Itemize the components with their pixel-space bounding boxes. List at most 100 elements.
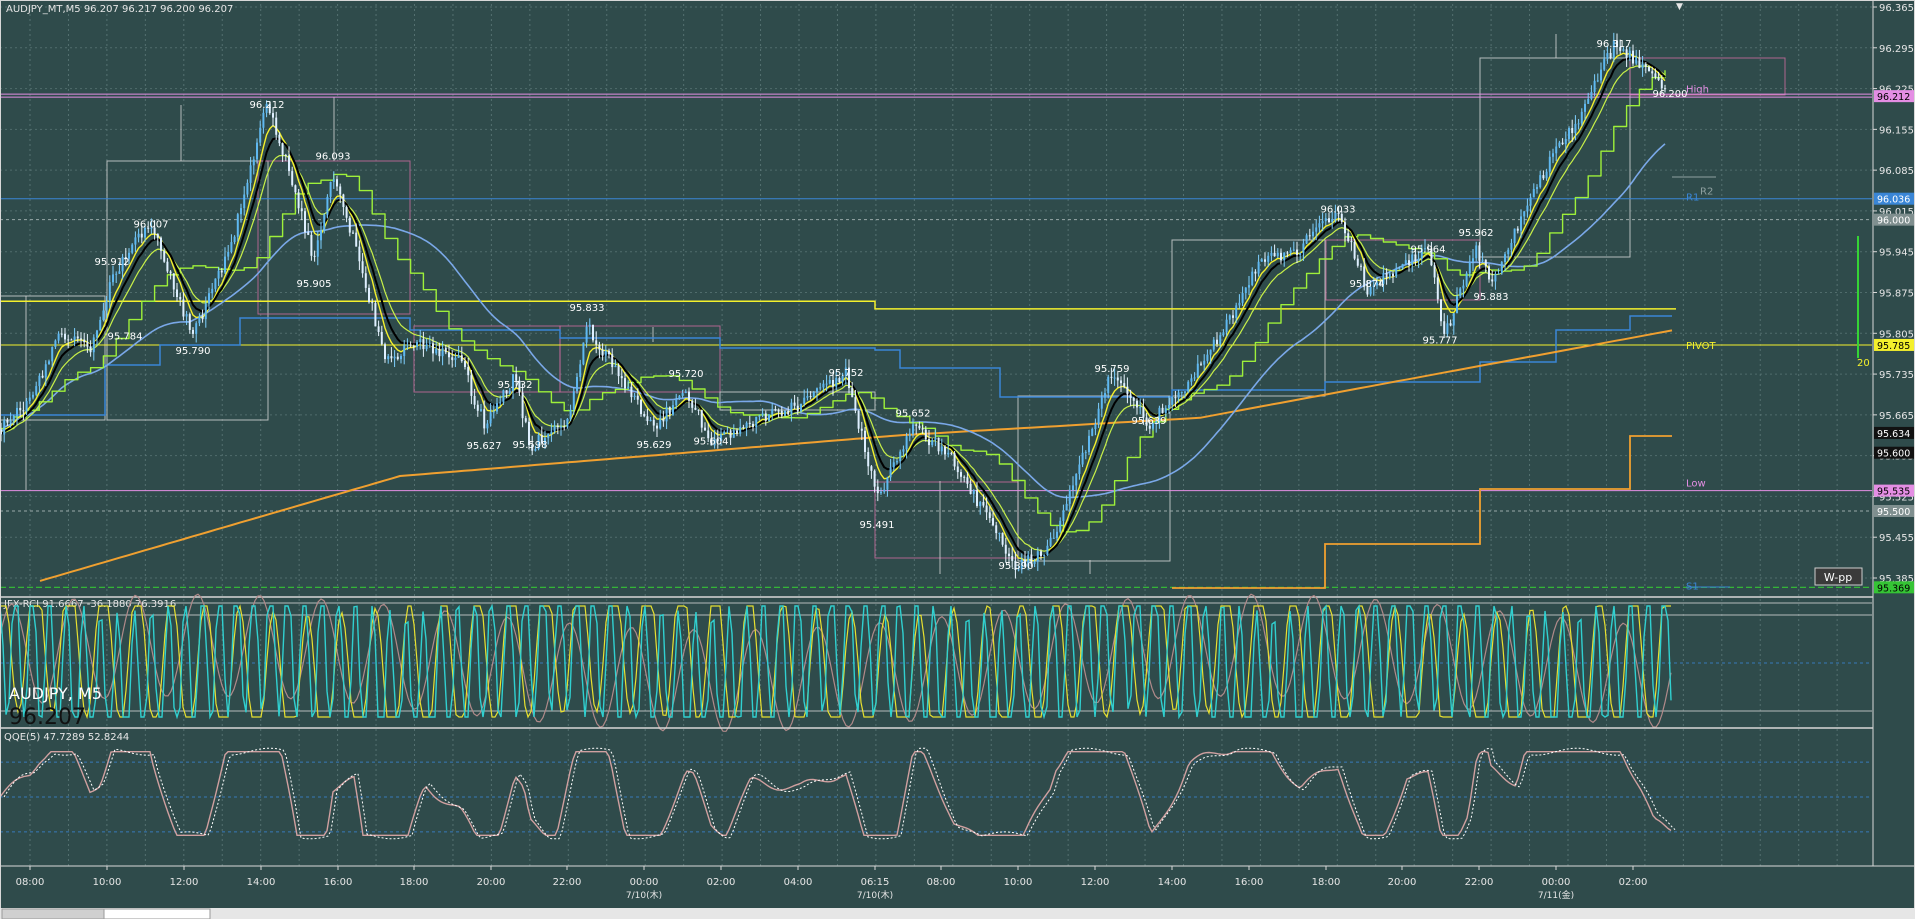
candle-body bbox=[899, 451, 902, 462]
candle-body bbox=[1417, 258, 1420, 262]
candle-body bbox=[35, 386, 38, 395]
time-tick-label: 22:00 bbox=[553, 877, 582, 888]
candle-body bbox=[1296, 249, 1298, 255]
candle-body bbox=[249, 165, 252, 183]
candle-body bbox=[1299, 253, 1302, 255]
candle-body bbox=[3, 419, 6, 435]
candle-body bbox=[198, 316, 201, 324]
candle-body bbox=[284, 154, 287, 156]
candle-body bbox=[278, 134, 281, 144]
candle-body bbox=[742, 426, 745, 429]
candle-body bbox=[1414, 254, 1417, 262]
candle-body bbox=[214, 278, 217, 289]
candle-body bbox=[1068, 490, 1071, 504]
candle-body bbox=[140, 233, 143, 238]
tab-strip[interactable] bbox=[0, 908, 1915, 919]
candle-body bbox=[1014, 560, 1017, 570]
candle-body bbox=[1331, 219, 1334, 223]
candle-body bbox=[358, 246, 361, 262]
candle-body bbox=[406, 344, 409, 346]
candle-body bbox=[928, 439, 930, 446]
chart-info-header: AUDJPY_MT,M5 96.207 96.217 96.200 96.207 bbox=[6, 4, 233, 15]
candle-body bbox=[524, 418, 527, 422]
candle-body bbox=[768, 414, 770, 421]
candle-body bbox=[1427, 248, 1430, 250]
price-tick-label: 96.085 bbox=[1879, 166, 1914, 177]
candle-body bbox=[1113, 377, 1116, 379]
candle-body bbox=[169, 271, 172, 274]
candle-body bbox=[1641, 64, 1644, 68]
candle-body bbox=[643, 413, 646, 417]
candle-body bbox=[755, 416, 758, 428]
candle-body bbox=[1177, 392, 1180, 398]
candle-body bbox=[822, 383, 825, 388]
candle-body bbox=[1612, 40, 1615, 59]
candle-body bbox=[371, 302, 374, 304]
candle-body bbox=[1193, 377, 1196, 379]
candle-body bbox=[1372, 285, 1375, 287]
qqe-panel[interactable]: QQE(5) 47.7289 52.82448570503015 bbox=[0, 727, 1915, 865]
candle-body bbox=[992, 518, 994, 526]
qqe-main-line bbox=[0, 751, 1672, 836]
candle-body bbox=[342, 194, 345, 207]
candle-body bbox=[1456, 296, 1458, 314]
price-tick-label: 95.455 bbox=[1879, 533, 1914, 544]
time-tick-label: 08:00 bbox=[927, 877, 956, 888]
candle-body bbox=[1344, 222, 1346, 234]
candle-body bbox=[1232, 315, 1234, 318]
chart-tab-active[interactable] bbox=[103, 908, 211, 919]
candle-body bbox=[294, 185, 297, 193]
price-tag bbox=[1874, 504, 1914, 517]
candle-body bbox=[998, 532, 1001, 534]
candle-body bbox=[982, 501, 985, 506]
candle-body bbox=[444, 348, 447, 353]
candle-body bbox=[672, 405, 674, 415]
candle-body bbox=[1468, 261, 1471, 274]
price-peak-label: 95.964 bbox=[1411, 245, 1446, 256]
chart-tab[interactable] bbox=[1, 908, 105, 919]
candle-body bbox=[560, 426, 562, 428]
candle-body bbox=[611, 354, 614, 368]
candle-body bbox=[508, 390, 511, 394]
candle-body bbox=[1392, 273, 1394, 277]
time-tick-label: 20:00 bbox=[1388, 877, 1417, 888]
candle-body bbox=[224, 256, 226, 273]
price-candles[interactable] bbox=[0, 32, 1666, 579]
candle-body bbox=[1504, 254, 1506, 263]
candle-body bbox=[236, 214, 239, 237]
candle-body bbox=[390, 356, 393, 359]
shift-marker-icon[interactable]: ▼ bbox=[1676, 2, 1683, 12]
rci-panel[interactable]: JFX-RCI 91.6667 -36.1880 76.391610080.00… bbox=[0, 593, 1915, 732]
candle-body bbox=[1148, 425, 1151, 429]
candle-body bbox=[310, 234, 313, 256]
candle-body bbox=[486, 423, 489, 429]
pivot-label-high: High bbox=[1686, 85, 1709, 96]
candle-body bbox=[1251, 271, 1254, 286]
candle-body bbox=[883, 489, 886, 492]
candle-body bbox=[460, 355, 463, 362]
price-tag-label: 95.369 bbox=[1877, 583, 1910, 594]
price-tag bbox=[1874, 484, 1914, 497]
candle-body bbox=[841, 375, 844, 383]
candle-body bbox=[67, 339, 70, 341]
candle-body bbox=[233, 236, 236, 243]
price-tag bbox=[1874, 426, 1914, 439]
wpp-button[interactable] bbox=[1814, 567, 1863, 586]
price-tick-label: 95.735 bbox=[1879, 370, 1914, 381]
candle-body bbox=[512, 374, 514, 391]
candle-body bbox=[1001, 532, 1004, 545]
candle-body bbox=[1356, 258, 1359, 266]
candle-body bbox=[848, 367, 850, 389]
candle-body bbox=[1654, 73, 1657, 78]
price-tag bbox=[1874, 338, 1914, 351]
price-tick-label: 95.805 bbox=[1879, 329, 1914, 340]
candle-body bbox=[316, 240, 319, 257]
candle-body bbox=[51, 346, 54, 362]
candle-body bbox=[550, 431, 553, 435]
candle-body bbox=[144, 227, 146, 238]
candle-body bbox=[243, 194, 246, 209]
candle-body bbox=[1459, 288, 1462, 297]
candle-body bbox=[1017, 569, 1020, 571]
